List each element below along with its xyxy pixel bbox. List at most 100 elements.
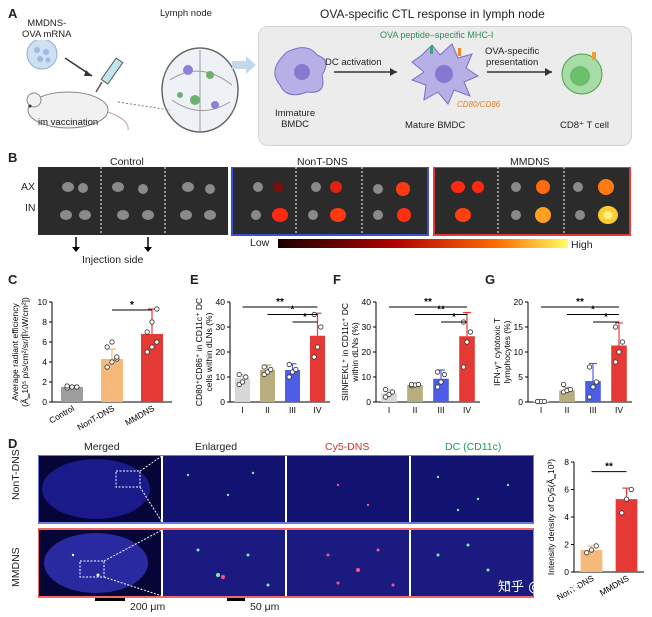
group-title-nont-dns: NonT-DNS xyxy=(297,156,348,168)
significance-star: ** xyxy=(276,297,284,308)
vaccination-illustration xyxy=(26,40,239,133)
arrow-right-icon xyxy=(232,56,256,74)
data-point xyxy=(382,394,389,400)
presentation-line1: OVA-specific xyxy=(485,46,540,57)
arrow-down-icon xyxy=(144,247,152,252)
row-label-in: IN xyxy=(25,202,36,214)
data-point xyxy=(438,379,444,385)
y-tick-label: 0 xyxy=(366,397,371,407)
data-point xyxy=(434,369,441,375)
y-tick-label: 2 xyxy=(42,377,47,387)
data-point xyxy=(619,510,625,516)
y-tick-label: 30 xyxy=(216,322,226,332)
injection-arrows xyxy=(72,237,152,252)
data-point xyxy=(144,349,150,355)
y-axis-label: SIINFEKL⁺ in CD11c⁺ DC xyxy=(340,303,350,401)
cy5-mmdns xyxy=(287,530,409,596)
y-tick-label: 0 xyxy=(220,397,225,407)
x-tick-label: III xyxy=(289,405,296,415)
y-tick-label: 0 xyxy=(518,397,523,407)
data-point xyxy=(289,369,296,375)
data-point xyxy=(154,306,160,312)
col-title-enlarged: Enlarged xyxy=(195,441,238,453)
data-point xyxy=(318,324,324,330)
y-axis-label-line2: cells within dLNs (%) xyxy=(204,312,214,391)
significance-star: * xyxy=(591,305,595,316)
data-point xyxy=(311,354,317,360)
col-title-cy5: Cy5-DNS xyxy=(325,441,370,453)
x-tick-label: NonT-DNS xyxy=(75,403,116,432)
cy5-nont xyxy=(287,456,409,522)
dc-activation-diagram xyxy=(274,43,603,105)
data-point xyxy=(534,398,541,405)
y-tick-label: 20 xyxy=(514,297,524,307)
presentation-line2: presentation xyxy=(485,57,539,68)
data-point xyxy=(109,359,115,365)
data-point xyxy=(243,374,249,380)
row-label-nont: NonT-DNS xyxy=(10,449,22,500)
data-point xyxy=(593,543,599,549)
ctl-box-title: OVA-specific CTL response in lymph node xyxy=(320,7,545,21)
data-point xyxy=(154,339,160,345)
data-point xyxy=(268,366,274,373)
data-point xyxy=(264,369,271,375)
watermark: 知乎 @amtacy xyxy=(498,580,590,595)
data-point xyxy=(464,339,470,345)
data-point xyxy=(261,371,267,378)
data-point xyxy=(590,384,596,390)
data-point xyxy=(460,364,467,370)
data-point xyxy=(114,354,120,360)
y-tick-label: 8 xyxy=(42,317,47,327)
data-point xyxy=(586,394,593,400)
data-point xyxy=(588,547,595,553)
y-axis-label: IFN-γ⁺ cytotoxic T xyxy=(492,318,502,386)
significance-star: * xyxy=(130,300,134,311)
scale-bar-200 xyxy=(95,598,125,601)
data-point xyxy=(149,344,155,350)
scale-low-label: Low xyxy=(250,237,270,249)
x-tick-label: IV xyxy=(615,405,623,415)
data-point xyxy=(623,496,630,502)
mrna-label-line1: MMDNS- xyxy=(27,18,67,29)
col-title-dc: DC (CD11c) xyxy=(445,441,502,453)
data-point xyxy=(104,364,110,370)
confocal-images xyxy=(38,455,534,598)
panel-e-label: E xyxy=(190,272,199,287)
data-point xyxy=(144,329,150,335)
cd80-label: CD80/CD86 xyxy=(457,100,501,109)
mrna-label-line2: OVA mRNA xyxy=(22,29,72,40)
x-tick-label: II xyxy=(565,405,570,415)
dc-activation-label: DC activation xyxy=(325,57,382,68)
x-tick-label: MMDNS xyxy=(598,573,631,598)
data-point xyxy=(567,386,574,393)
presentation-label: OVA-specific presentation xyxy=(485,46,539,68)
data-point xyxy=(619,339,626,345)
panel-b-label: B xyxy=(8,150,18,165)
mature-bmdc-label: Mature BMDC xyxy=(405,120,466,131)
panel-a-label: A xyxy=(8,6,18,21)
x-tick-label: I xyxy=(388,405,390,415)
significance-star: ** xyxy=(437,305,445,316)
t-cell-label: CD8⁺ T cell xyxy=(560,120,610,131)
group-title-mmdns: MMDNS xyxy=(510,156,550,168)
data-point xyxy=(408,381,415,388)
data-point xyxy=(293,366,299,373)
y-axis-label: CD80⁺CD86⁺ in CD11c⁺ DC xyxy=(194,298,204,406)
y-axis-label-line2: within dLNs (%) xyxy=(350,322,360,383)
color-scale-bar xyxy=(278,239,568,248)
y-tick-label: 0 xyxy=(564,567,569,577)
nanoparticle-icon xyxy=(26,40,58,70)
x-tick-label: II xyxy=(413,405,418,415)
y-axis-label: Average radiant efficiency xyxy=(10,303,20,401)
x-tick-label: I xyxy=(540,405,542,415)
enlarged-nont xyxy=(163,456,285,522)
y-tick-label: 6 xyxy=(564,485,569,495)
control-image xyxy=(38,167,228,235)
y-tick-label: 20 xyxy=(362,347,372,357)
vaccination-label: im vaccination xyxy=(38,117,99,128)
significance-star: * xyxy=(452,312,456,323)
y-axis-label-line2: (Ã‗10⁵ p/s/cm²/sr/[Î¼W/cm²]) xyxy=(20,297,30,407)
lymph-node-icon xyxy=(161,47,239,133)
injection-side-label: Injection side xyxy=(82,254,144,266)
